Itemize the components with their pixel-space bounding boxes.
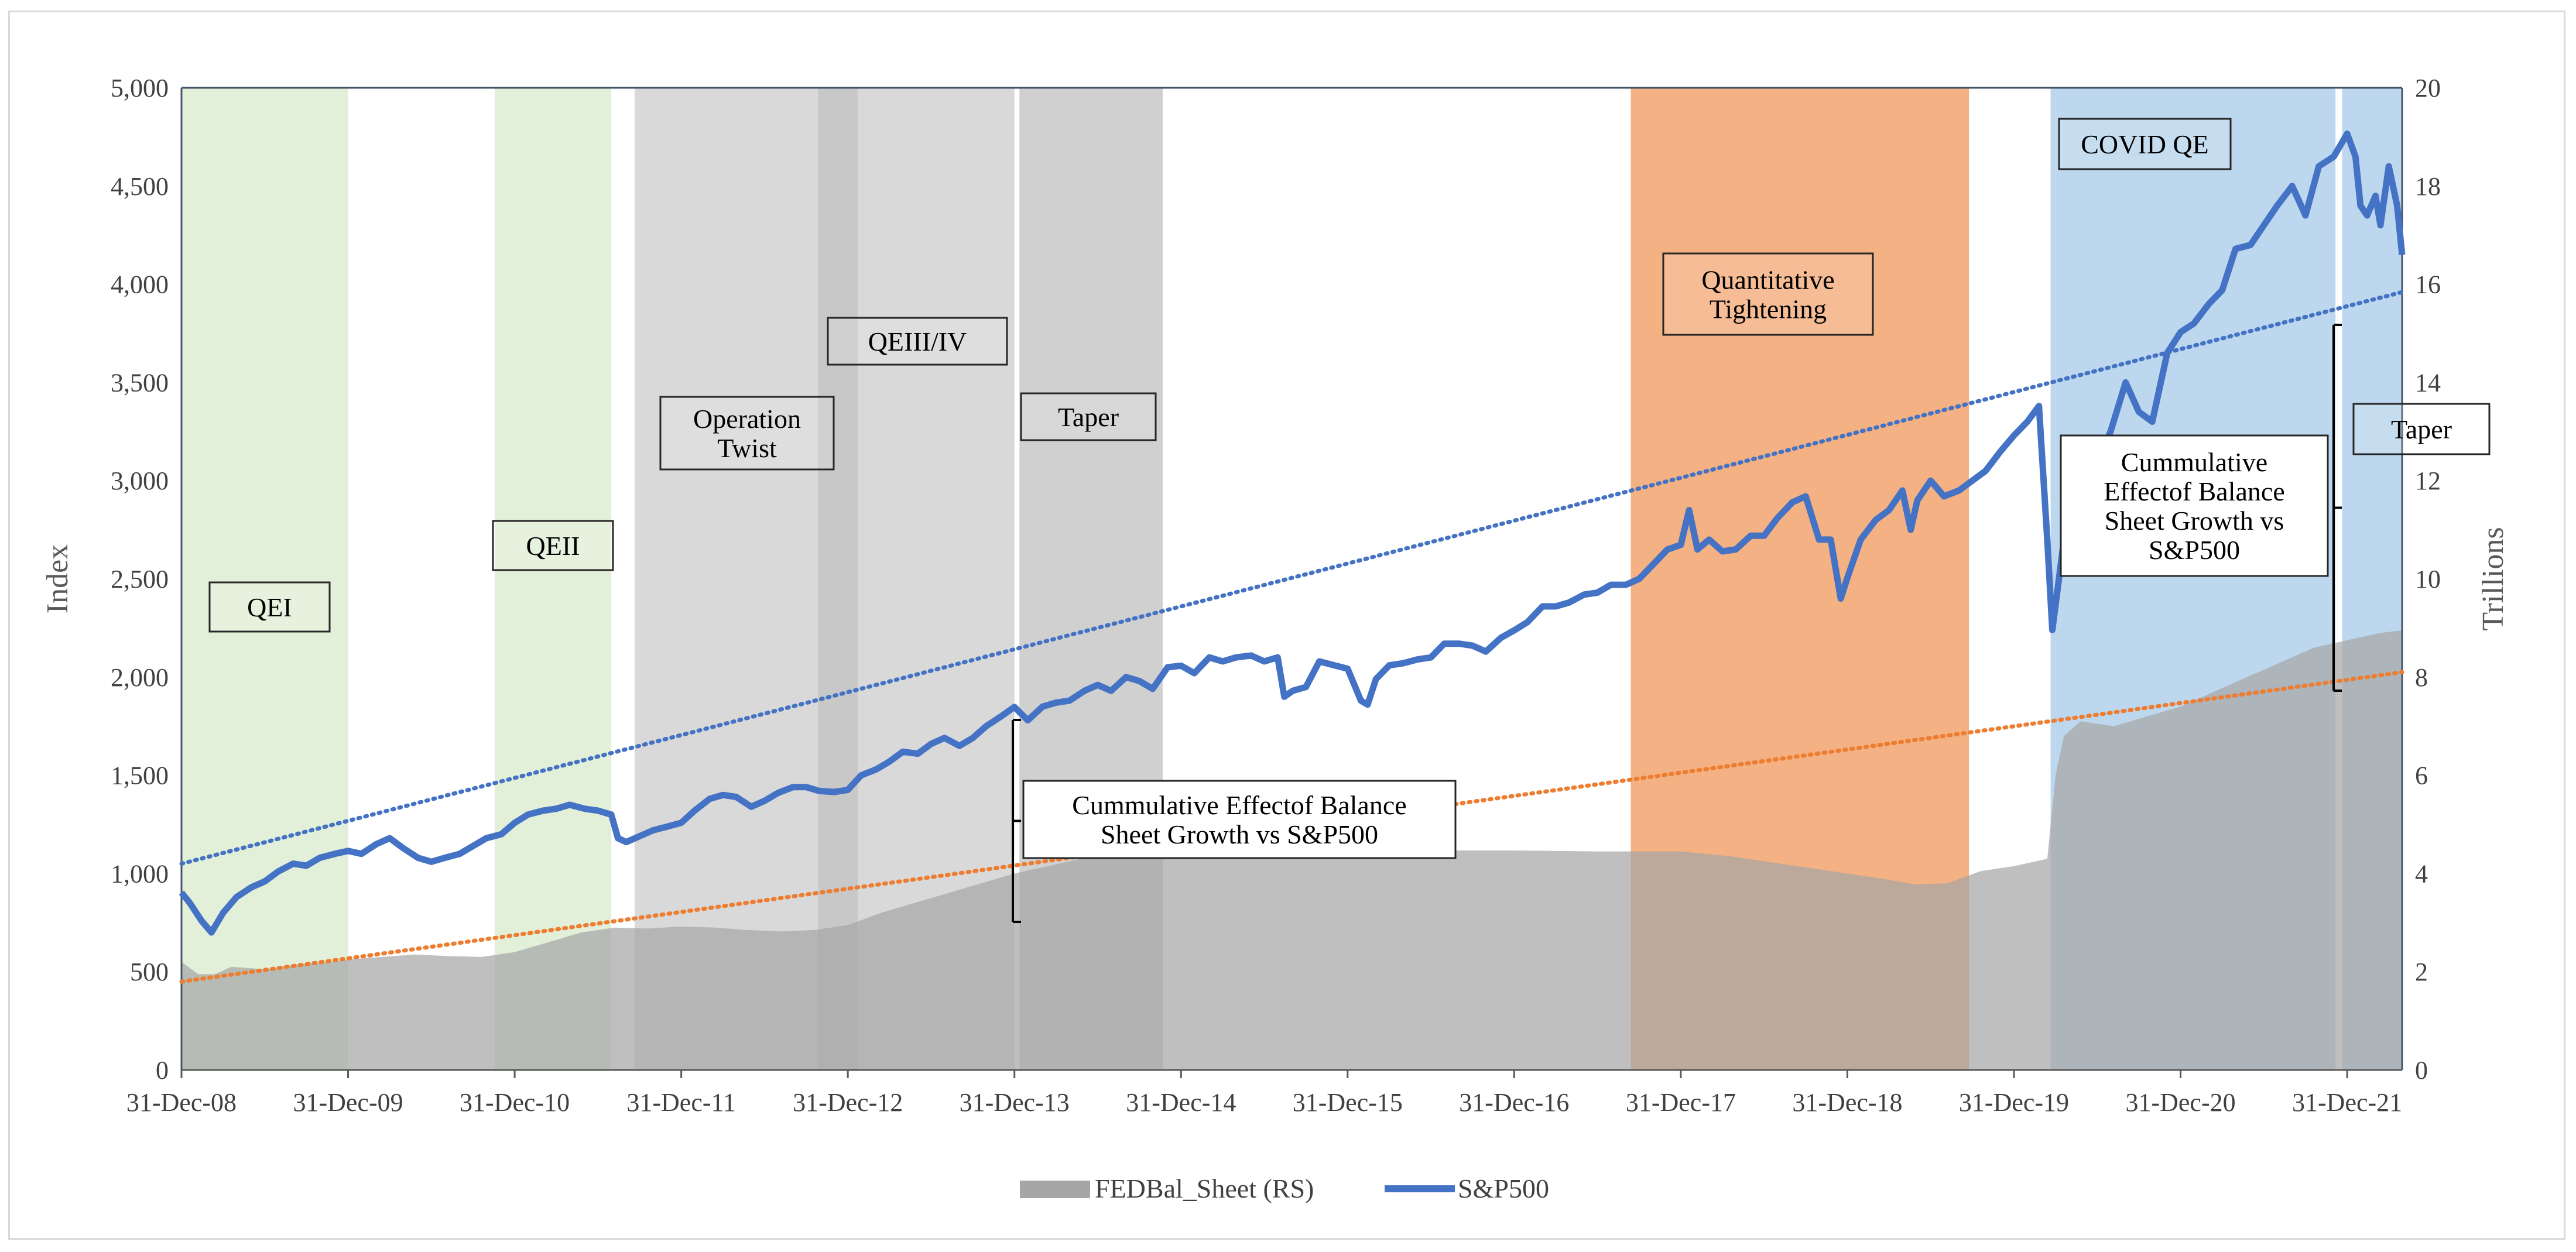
annotation-box-taper2 bbox=[2352, 403, 2491, 455]
y-tick-label: 1,000 bbox=[111, 859, 169, 888]
y2-axis-title: Trillions bbox=[2476, 527, 2510, 630]
annotation-qeiii: QEIII/IV bbox=[827, 317, 1008, 366]
axes: 0 500 1,000 1,500 2,000 2,500 3,000 3,500 4,000 4… bbox=[41, 74, 2510, 1117]
x-tick-label: 31-Dec-09 bbox=[293, 1088, 403, 1117]
annotation-text-cum2-3: S&P500 bbox=[2149, 535, 2240, 565]
annotation-box-twist bbox=[659, 396, 835, 471]
annotation-covid: COVID QE bbox=[2058, 118, 2232, 170]
x-tick-label: 31-Dec-18 bbox=[1792, 1088, 1902, 1117]
x-tick-label: 31-Dec-15 bbox=[1293, 1088, 1403, 1117]
annotation-box-cum2 bbox=[2060, 434, 2329, 577]
trendlines bbox=[179, 290, 2404, 984]
y-tick-label: 2,500 bbox=[111, 565, 169, 594]
x-tick-label: 31-Dec-20 bbox=[2125, 1088, 2235, 1117]
y2-tick-label: 18 bbox=[2415, 172, 2441, 201]
y-tick-label: 3,000 bbox=[111, 467, 169, 495]
shaded-period-qeii bbox=[494, 88, 612, 1070]
annotation-box-qeii bbox=[492, 520, 614, 571]
annotation-text-covid-0: COVID QE bbox=[2081, 129, 2208, 159]
y-tick-label: 5,000 bbox=[111, 74, 169, 102]
annotation-taper2: Taper bbox=[2352, 403, 2491, 455]
annotation-text-twist-0: Operation bbox=[693, 404, 801, 434]
annotation-text-qt-1: Tightening bbox=[1710, 294, 1827, 324]
annotation-text-qeii-0: QEII bbox=[526, 531, 580, 561]
x-tick-label: 31-Dec-08 bbox=[126, 1088, 237, 1117]
cumulative-effect-brackets bbox=[1012, 324, 2342, 923]
x-tick-label: 31-Dec-17 bbox=[1626, 1088, 1736, 1117]
y-tick-label: 2,000 bbox=[111, 663, 169, 692]
x-tick-label: 31-Dec-16 bbox=[1459, 1088, 1569, 1117]
bracket-2021 bbox=[2332, 324, 2342, 692]
y2-tick-label: 0 bbox=[2415, 1056, 2428, 1085]
x-tick-label: 31-Dec-13 bbox=[960, 1088, 1070, 1117]
annotation-qeii: QEII bbox=[492, 520, 614, 571]
fed-balance-sheet-trendline bbox=[179, 670, 2404, 984]
annotation-text-cum2-2: Sheet Growth vs bbox=[2105, 506, 2284, 536]
annotation-text-qei-0: QEI bbox=[247, 592, 292, 622]
legend-label-fed: FEDBal_Sheet (RS) bbox=[1095, 1174, 1314, 1203]
x-tick-label: 31-Dec-14 bbox=[1126, 1088, 1236, 1117]
y2-tick-label: 10 bbox=[2415, 565, 2441, 594]
annotation-box-qt bbox=[1662, 252, 1874, 336]
annotation-text-qeiii-0: QEIII/IV bbox=[868, 327, 967, 356]
x-tick-label: 31-Dec-11 bbox=[626, 1088, 736, 1117]
y2-tick-label: 16 bbox=[2415, 270, 2441, 299]
annotation-box-covid bbox=[2058, 118, 2232, 170]
annotation-text-taper1-0: Taper bbox=[1058, 402, 1119, 432]
y-tick-label: 3,500 bbox=[111, 368, 169, 397]
legend: FEDBal_Sheet (RS) S&P500 bbox=[1020, 1174, 1549, 1203]
y-tick-label: 4,500 bbox=[111, 172, 169, 201]
x-tick-label: 31-Dec-10 bbox=[460, 1088, 570, 1117]
y-tick-label: 1,500 bbox=[111, 762, 169, 790]
legend-swatch-fed bbox=[1020, 1181, 1090, 1198]
annotation-text-cum2-0: Cummulative bbox=[2121, 447, 2267, 477]
annotation-text-twist-1: Twist bbox=[717, 433, 777, 463]
annotation-text-cum2-1: Effectof Balance bbox=[2104, 476, 2284, 506]
annotation-box-cum1 bbox=[1022, 780, 1457, 859]
y2-tick-label: 8 bbox=[2415, 663, 2428, 692]
y-axis-title: Index bbox=[41, 544, 74, 613]
annotation-text-cum1-0: Cummulative Effectof Balance bbox=[1072, 790, 1406, 820]
y-tick-label: 4,000 bbox=[111, 270, 169, 299]
shaded-period-qei bbox=[181, 88, 348, 1070]
legend-label-sp500: S&P500 bbox=[1458, 1174, 1549, 1203]
annotation-text-qt-0: Quantitative bbox=[1701, 265, 1834, 295]
chart-frame bbox=[8, 11, 2565, 1240]
y2-tick-label: 2 bbox=[2415, 958, 2428, 986]
sp500-trendline bbox=[179, 290, 2404, 866]
y2-tick-label: 20 bbox=[2415, 74, 2441, 102]
bracket-2014 bbox=[1012, 719, 1021, 923]
annotation-qei: QEI bbox=[208, 581, 331, 633]
shaded-period-operation-twist bbox=[634, 88, 818, 1070]
annotation-taper1: Taper bbox=[1020, 392, 1157, 441]
annotation-box-taper1 bbox=[1020, 392, 1157, 441]
annotation-text-cum1-1: Sheet Growth vs S&P500 bbox=[1101, 819, 1378, 849]
y2-tick-label: 14 bbox=[2415, 368, 2441, 397]
y-tick-label: 0 bbox=[156, 1056, 169, 1085]
annotation-box-qeiii bbox=[827, 317, 1008, 366]
x-tick-label: 31-Dec-19 bbox=[1959, 1088, 2069, 1117]
y-tick-label: 500 bbox=[130, 958, 169, 986]
shaded-period-qeiii-iv-overlap bbox=[817, 88, 858, 1070]
y2-tick-label: 4 bbox=[2415, 859, 2428, 888]
y2-tick-label: 6 bbox=[2415, 762, 2428, 790]
y2-tick-label: 12 bbox=[2415, 467, 2441, 495]
x-tick-label: 31-Dec-21 bbox=[2292, 1088, 2402, 1117]
annotation-box-qei bbox=[208, 581, 331, 633]
annotation-text-taper2-0: Taper bbox=[2391, 414, 2452, 444]
x-tick-label: 31-Dec-12 bbox=[793, 1088, 903, 1117]
